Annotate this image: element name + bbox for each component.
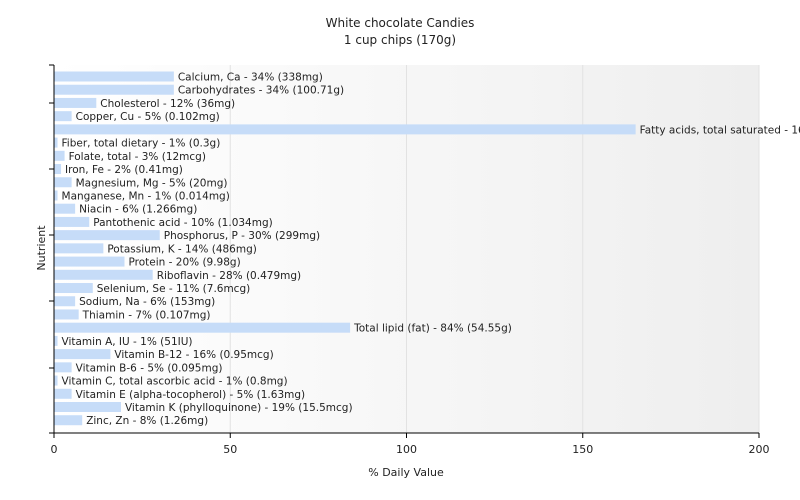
x-axis-label: % Daily Value xyxy=(368,466,444,479)
bar-label: Protein - 20% (9.98g) xyxy=(129,257,241,269)
bar-label: Phosphorus, P - 30% (299mg) xyxy=(164,230,320,242)
bar-label: Fatty acids, total saturated - 165% (33.… xyxy=(640,124,800,136)
x-tick-labels: 0 50 100 150 200 xyxy=(51,443,770,456)
bar-label: Zinc, Zn - 8% (1.26mg) xyxy=(86,415,208,427)
bar xyxy=(54,216,90,227)
bar-label: Vitamin A, IU - 1% (51IU) xyxy=(62,336,193,348)
bar-label: Pantothenic acid - 10% (1.034mg) xyxy=(93,217,272,229)
bar xyxy=(54,111,72,122)
bar-label: Magnesium, Mg - 5% (20mg) xyxy=(76,177,228,189)
bar-labels: Calcium, Ca - 34% (338mg)Carbohydrates -… xyxy=(62,72,800,428)
bar xyxy=(54,335,58,346)
bar xyxy=(54,269,153,280)
bar xyxy=(54,256,125,267)
y-axis-label: Nutrient xyxy=(35,225,48,271)
x-tick-label: 150 xyxy=(572,443,593,456)
bar-label: Folate, total - 3% (12mcg) xyxy=(69,151,206,163)
bar xyxy=(54,362,72,373)
bar-label: Carbohydrates - 34% (100.71g) xyxy=(178,85,344,97)
bar xyxy=(54,97,97,108)
bar-label: Selenium, Se - 11% (7.6mcg) xyxy=(97,283,250,295)
bar xyxy=(54,415,83,426)
bar xyxy=(54,388,72,399)
bar xyxy=(54,203,76,214)
bar-label: Thiamin - 7% (0.107mg) xyxy=(82,309,211,321)
bar-label: Vitamin C, total ascorbic acid - 1% (0.8… xyxy=(62,376,288,388)
bar xyxy=(54,322,351,333)
bar-label: Vitamin B-6 - 5% (0.095mg) xyxy=(76,362,223,374)
bar-label: Iron, Fe - 2% (0.41mg) xyxy=(65,164,183,176)
bar-label: Potassium, K - 14% (486mg) xyxy=(107,243,257,255)
chart-title: White chocolate Candies xyxy=(326,16,475,30)
bar xyxy=(54,84,174,95)
bar xyxy=(54,164,62,175)
bar-label: Cholesterol - 12% (36mg) xyxy=(100,98,235,110)
bar-label: Vitamin E (alpha-tocopherol) - 5% (1.63m… xyxy=(76,389,306,401)
bar xyxy=(54,124,636,135)
bar xyxy=(54,349,111,360)
bar-label: Total lipid (fat) - 84% (54.55g) xyxy=(353,323,512,335)
bar-label: Fiber, total dietary - 1% (0.3g) xyxy=(62,138,221,150)
bars xyxy=(54,71,636,426)
x-tick-label: 200 xyxy=(749,443,770,456)
bar xyxy=(54,137,58,148)
bar-label: Manganese, Mn - 1% (0.014mg) xyxy=(62,190,230,202)
x-tick-label: 50 xyxy=(223,443,237,456)
bar xyxy=(54,402,121,412)
bar xyxy=(54,243,104,254)
bar-label: Niacin - 6% (1.266mg) xyxy=(79,204,197,216)
x-tick-label: 100 xyxy=(396,443,417,456)
bar-label: Sodium, Na - 6% (153mg) xyxy=(79,296,215,308)
bar-label: Riboflavin - 28% (0.479mg) xyxy=(157,270,301,282)
bar xyxy=(54,230,160,241)
bar xyxy=(54,177,72,188)
bar xyxy=(54,375,58,386)
bar-label: Vitamin B-12 - 16% (0.95mcg) xyxy=(114,349,273,361)
bar-label: Calcium, Ca - 34% (338mg) xyxy=(178,72,323,84)
bar xyxy=(54,190,58,201)
bar-label: Copper, Cu - 5% (0.102mg) xyxy=(76,111,220,123)
bar xyxy=(54,71,174,82)
x-tick-label: 0 xyxy=(51,443,58,456)
bar xyxy=(54,150,65,161)
bar xyxy=(54,283,93,294)
axes xyxy=(49,64,760,438)
bar xyxy=(54,309,79,320)
bar xyxy=(54,296,76,307)
chart-subtitle: 1 cup chips (170g) xyxy=(344,33,456,47)
bar-label: Vitamin K (phylloquinone) - 19% (15.5mcg… xyxy=(125,402,353,414)
